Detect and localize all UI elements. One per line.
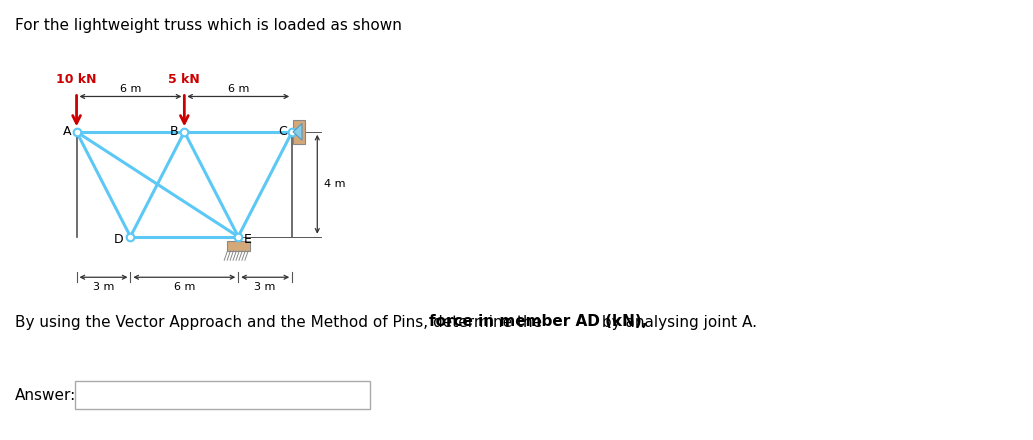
Text: 6 m: 6 m bbox=[174, 282, 195, 292]
Text: By using the Vector Approach and the Method of Pins, determine the: By using the Vector Approach and the Met… bbox=[15, 315, 547, 330]
Text: A: A bbox=[62, 125, 71, 138]
Text: 4 m: 4 m bbox=[323, 179, 345, 189]
Text: Answer:: Answer: bbox=[15, 388, 76, 403]
Text: by analysing joint A.: by analysing joint A. bbox=[597, 315, 757, 330]
Text: For the lightweight truss which is loaded as shown: For the lightweight truss which is loade… bbox=[15, 18, 402, 33]
Text: D: D bbox=[114, 233, 124, 246]
Text: 10 kN: 10 kN bbox=[57, 73, 97, 86]
Text: 3 m: 3 m bbox=[254, 282, 276, 292]
Text: 5 kN: 5 kN bbox=[168, 73, 200, 86]
Text: B: B bbox=[170, 125, 179, 138]
Text: force in member AD (kN),: force in member AD (kN), bbox=[429, 315, 648, 330]
Text: E: E bbox=[244, 233, 252, 246]
Bar bbox=[293, 120, 305, 143]
Text: C: C bbox=[278, 125, 286, 138]
Polygon shape bbox=[293, 124, 302, 140]
FancyBboxPatch shape bbox=[75, 381, 370, 409]
Text: 6 m: 6 m bbox=[120, 84, 142, 94]
Bar bbox=[226, 241, 250, 251]
Text: 3 m: 3 m bbox=[93, 282, 115, 292]
Text: 6 m: 6 m bbox=[227, 84, 249, 94]
